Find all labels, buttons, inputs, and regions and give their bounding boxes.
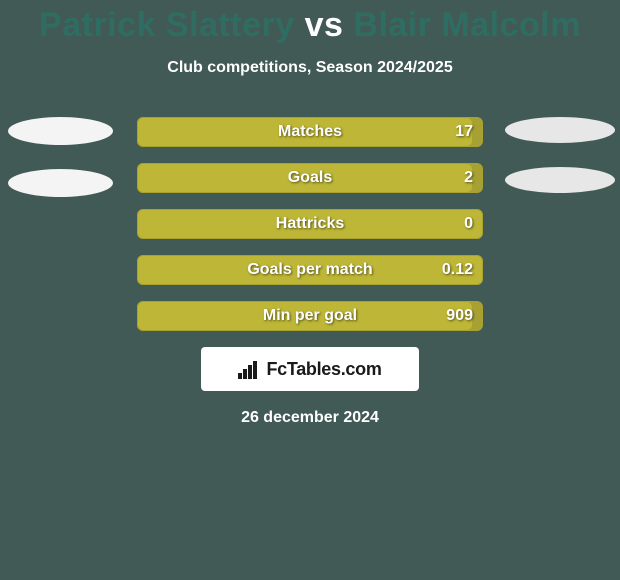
decor-ellipse (505, 117, 615, 143)
stat-bar: Hattricks 0 (137, 209, 483, 239)
stat-label: Goals (288, 163, 332, 193)
stat-value: 2 (464, 163, 473, 193)
stat-bar: Goals 2 (137, 163, 483, 193)
stat-bars: Matches 17 Goals 2 Hattricks 0 Goals per match… (137, 117, 483, 331)
stat-value: 0 (464, 209, 473, 239)
decor-ellipse (8, 117, 113, 145)
decor-ellipse (505, 167, 615, 193)
bars-icon (238, 359, 260, 379)
stat-label: Goals per match (247, 255, 372, 285)
comparison-card: Patrick Slattery vs Blair Malcolm Club c… (0, 0, 620, 580)
date-label: 26 december 2024 (0, 409, 620, 427)
decor-ellipse (8, 169, 113, 197)
right-decor-column (500, 117, 620, 217)
stat-label: Hattricks (276, 209, 344, 239)
stat-bar: Goals per match 0.12 (137, 255, 483, 285)
player2-name: Blair Malcolm (353, 6, 581, 44)
left-decor-column (0, 117, 120, 221)
page-title: Patrick Slattery vs Blair Malcolm (0, 0, 620, 45)
stat-label: Min per goal (263, 301, 357, 331)
stat-bar: Matches 17 (137, 117, 483, 147)
content-area: Matches 17 Goals 2 Hattricks 0 Goals per match… (0, 117, 620, 427)
stat-value: 17 (455, 117, 473, 147)
subtitle: Club competitions, Season 2024/2025 (0, 59, 620, 77)
vs-label: vs (305, 6, 344, 44)
stat-label: Matches (278, 117, 342, 147)
source-banner: FcTables.com (201, 347, 419, 391)
banner-text: FcTables.com (266, 359, 381, 380)
stat-bar: Min per goal 909 (137, 301, 483, 331)
stat-value: 0.12 (442, 255, 473, 285)
stat-value: 909 (446, 301, 473, 331)
player1-name: Patrick Slattery (39, 6, 295, 44)
